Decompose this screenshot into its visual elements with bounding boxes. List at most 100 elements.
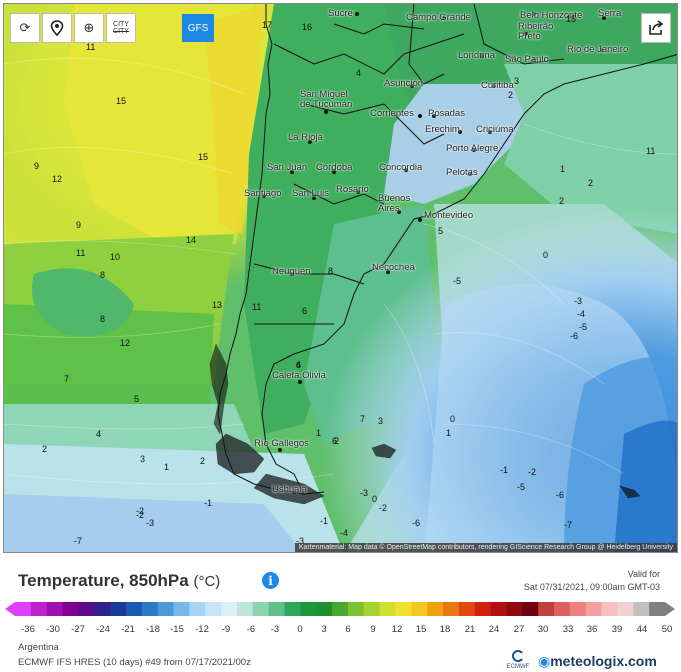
contour-value: 1	[164, 462, 170, 472]
city-label: La Rioja	[288, 132, 323, 143]
scale-arrow-right	[665, 602, 675, 616]
share-icon	[649, 20, 664, 35]
map-view[interactable]: ⟳ ⊕ CITY CITY GFS Sucre Campo Grande Belo …	[3, 3, 678, 553]
scale-cell	[474, 602, 492, 616]
city-label: Rosario	[336, 184, 369, 195]
city-label: Córdoba	[316, 162, 353, 173]
zoom-button[interactable]: ⊕	[74, 13, 104, 43]
contour-value: 10	[110, 252, 121, 262]
scale-cell	[141, 602, 159, 616]
city-label: Río Gallegos	[254, 438, 309, 449]
contour-value: 13	[212, 300, 223, 310]
contour-value: -3	[360, 488, 369, 498]
gfs-model-button[interactable]: GFS	[182, 14, 214, 42]
contour-value: 15	[198, 152, 209, 162]
refresh-button[interactable]: ⟳	[10, 13, 40, 43]
scale-cell	[252, 602, 270, 616]
scale-tick-label: 33	[562, 624, 574, 635]
contour-value: 9	[76, 220, 82, 230]
scale-cell	[316, 602, 333, 616]
contour-value: 0	[372, 494, 378, 504]
city-label: San Juan	[267, 162, 308, 173]
city-toggle-button[interactable]: CITY CITY	[106, 13, 136, 43]
contour-value: 17	[262, 20, 273, 30]
contour-value: -2	[379, 503, 388, 513]
city-label: Criciúma	[476, 124, 514, 135]
map-attribution[interactable]: Kartenmaterial: Map data © OpenStreetMap…	[294, 543, 677, 552]
contour-value: -7	[564, 520, 573, 530]
contour-value: 6	[302, 306, 308, 316]
scale-tick-label: 0	[297, 624, 303, 635]
contour-value: 15	[116, 96, 127, 106]
contour-value: 7	[64, 374, 70, 384]
scale-cell	[585, 602, 602, 616]
scale-tick-label: -12	[195, 624, 209, 635]
contour-value: 0	[543, 250, 549, 260]
globe-icon: ◉	[538, 653, 551, 669]
scale-arrow-left	[5, 602, 15, 616]
location-pin-icon	[50, 20, 64, 36]
scale-tick-label: 39	[611, 624, 623, 635]
map-toolbar: ⟳ ⊕ CITY CITY	[10, 13, 136, 43]
scale-cell	[395, 602, 412, 616]
city-label: Santiago	[244, 188, 282, 199]
contour-value: 2	[200, 456, 206, 466]
city-label: Buenos Aires	[378, 193, 411, 214]
scale-tick-label: -15	[170, 624, 184, 635]
contour-value: 9	[34, 161, 40, 171]
contour-value: 16	[302, 22, 313, 32]
scale-tick-label: 6	[345, 624, 351, 635]
contour-value: 2	[588, 178, 594, 188]
city-label: Caleta Olivia	[272, 370, 326, 381]
valid-for-label: Valid for	[627, 569, 660, 579]
scale-cell	[221, 602, 238, 616]
refresh-icon: ⟳	[19, 20, 31, 35]
contour-value: 4	[296, 360, 302, 370]
share-button[interactable]	[641, 13, 671, 43]
contour-value: 3	[140, 454, 146, 464]
city-label: Montevideo	[424, 210, 474, 221]
temperature-field	[4, 4, 677, 552]
locate-button[interactable]	[42, 13, 72, 43]
scale-tick-label: 30	[537, 624, 549, 635]
brand-logo[interactable]: ◉meteologix.com	[538, 653, 657, 670]
contour-value: 1	[560, 164, 566, 174]
scale-cell	[94, 602, 111, 616]
contour-value: -3	[296, 536, 305, 546]
scale-cell	[332, 602, 349, 616]
contour-value: 11	[646, 146, 656, 156]
contour-value: -5	[579, 322, 588, 332]
legend-title: Temperature, 850hPa (°C)	[18, 571, 220, 591]
contour-value: -2	[528, 467, 537, 477]
scale-tick-label: 15	[415, 624, 427, 635]
scale-cell	[284, 602, 301, 616]
scale-cell	[46, 602, 63, 616]
contour-value: 14	[186, 235, 197, 245]
contour-value: -6	[556, 490, 565, 500]
info-icon[interactable]: i	[262, 572, 279, 589]
contour-value: 15	[566, 14, 577, 24]
scale-tick-label: 21	[464, 624, 476, 635]
scale-cell	[236, 602, 254, 616]
scale-tick-label: -18	[146, 624, 160, 635]
contour-value: 11	[252, 302, 262, 312]
contour-value: 11	[76, 248, 86, 258]
contour-value: -5	[517, 482, 526, 492]
contour-value: 3	[514, 76, 520, 86]
contour-value: -1	[204, 498, 213, 508]
scale-cell	[347, 602, 365, 616]
valid-time: Sat 07/31/2021, 09:00am GMT-03	[523, 582, 660, 592]
scale-tick-label: -27	[71, 624, 85, 635]
city-label: Pelotas	[446, 167, 478, 178]
city-label: Londrina	[458, 50, 495, 61]
scale-tick-label: 12	[391, 624, 403, 635]
city-label: San Luis	[292, 188, 329, 199]
city-label: Rio de Janeiro	[567, 44, 629, 55]
contour-value: 0	[450, 414, 456, 424]
scale-cell	[554, 602, 571, 616]
scale-tick-label: -3	[270, 624, 280, 635]
scale-tick-label: 9	[370, 624, 376, 635]
scale-cell	[569, 602, 587, 616]
city-label: Posadas	[428, 108, 465, 119]
scale-cell	[30, 602, 48, 616]
